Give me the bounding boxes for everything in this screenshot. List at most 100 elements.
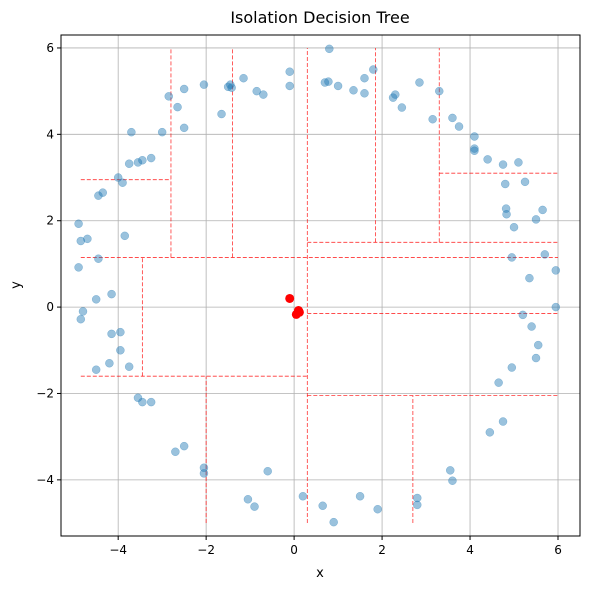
data-point [373, 504, 382, 514]
data-point [518, 310, 528, 320]
data-point [239, 73, 248, 83]
data-point [179, 123, 189, 133]
data-point [551, 302, 561, 312]
data-point [76, 236, 86, 246]
data-point [120, 231, 130, 241]
data-point [470, 144, 479, 153]
data-point [391, 90, 400, 99]
data-point [250, 502, 259, 511]
highlight-point [294, 307, 304, 317]
data-point [349, 86, 358, 95]
data-point [199, 80, 209, 89]
data-point [83, 234, 92, 244]
data-point [157, 127, 167, 137]
highlight-points [285, 293, 304, 319]
data-point [179, 441, 189, 451]
data-point [388, 93, 398, 102]
data-point [91, 365, 101, 374]
data-point [138, 156, 147, 165]
data-point [498, 417, 508, 426]
y-tick-label: −4 [36, 473, 54, 487]
data-point [263, 466, 272, 476]
data-point [514, 158, 523, 167]
data-point [501, 204, 511, 213]
data-point [124, 159, 134, 168]
data-point [533, 340, 543, 350]
data-point [428, 114, 437, 124]
data-point [498, 160, 508, 169]
x-tick-label: −4 [109, 543, 127, 557]
data-point [127, 127, 136, 137]
data-point [226, 80, 235, 89]
data-point [116, 327, 125, 337]
data-point [298, 492, 308, 501]
data-point [538, 205, 547, 215]
y-tick-label: 0 [46, 300, 54, 314]
y-tick-label: 4 [46, 127, 54, 141]
data-point [252, 86, 261, 96]
data-point [500, 179, 510, 189]
highlight-point [285, 293, 295, 303]
data-point [446, 466, 455, 475]
y-tick-label: −2 [36, 386, 54, 400]
data-point [360, 89, 369, 98]
data-point [146, 397, 156, 407]
data-point [507, 363, 517, 372]
data-point [199, 463, 209, 473]
data-point [285, 81, 294, 91]
data-point [509, 222, 519, 232]
data-point [164, 92, 174, 101]
grid [61, 35, 580, 536]
data-point [397, 103, 407, 112]
data-point [74, 263, 83, 272]
data-point [355, 492, 365, 501]
data-point [74, 219, 83, 228]
data-point [124, 362, 134, 371]
data-point [133, 393, 143, 403]
data-point [285, 67, 294, 76]
data-point [369, 65, 378, 74]
data-point [116, 346, 125, 355]
data-point [325, 44, 334, 54]
axes-frame [60, 34, 581, 537]
data-point [98, 188, 108, 197]
x-tick-label: 2 [378, 543, 386, 557]
data-point [320, 78, 330, 87]
data-point [415, 78, 424, 87]
x-tick-label: −2 [197, 543, 215, 557]
data-point [105, 358, 114, 368]
data-points [74, 44, 561, 527]
data-point [470, 132, 479, 141]
y-tick-label: 2 [46, 214, 54, 228]
data-point [483, 155, 492, 164]
data-point [520, 177, 530, 187]
data-point [243, 495, 253, 504]
data-point [171, 447, 180, 457]
data-point [318, 501, 327, 511]
x-axis-label: x [316, 566, 324, 581]
data-point [91, 295, 101, 304]
data-point [333, 81, 343, 91]
data-point [540, 250, 550, 259]
data-point [76, 314, 86, 324]
data-point [527, 322, 536, 331]
data-point [107, 329, 116, 339]
data-point [507, 253, 517, 262]
data-point [173, 102, 182, 112]
y-axis-label: y [9, 281, 24, 289]
data-point [217, 109, 226, 119]
data-point [470, 146, 479, 155]
data-point [448, 476, 457, 485]
data-point [525, 273, 534, 283]
data-point [494, 378, 503, 387]
data-point [531, 215, 541, 224]
data-point [485, 428, 495, 437]
data-point [448, 113, 457, 123]
data-point [413, 500, 422, 510]
data-point [179, 84, 189, 94]
data-point [454, 122, 464, 131]
data-point [78, 307, 88, 316]
data-point [199, 469, 209, 478]
x-ticks: −4 −2 0 2 4 6 [109, 536, 562, 557]
